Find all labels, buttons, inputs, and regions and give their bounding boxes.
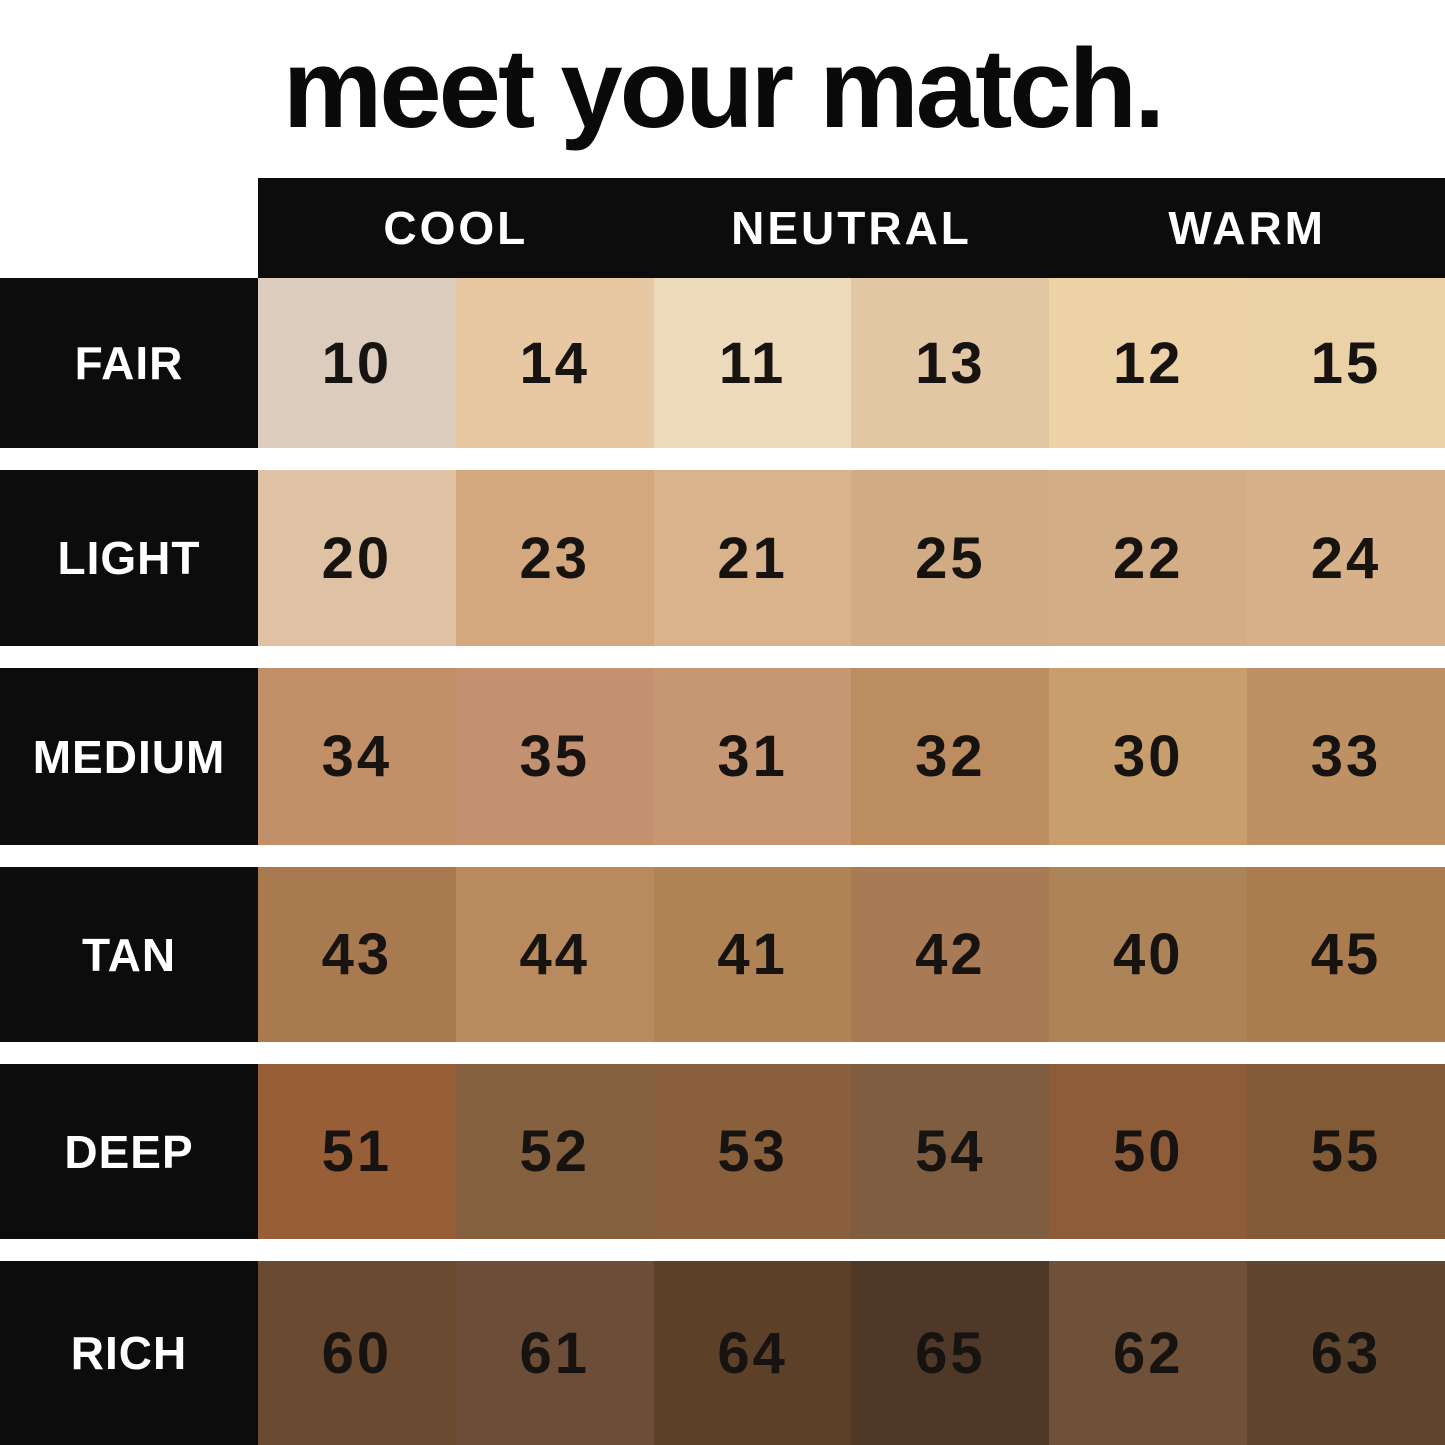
header-spacer — [0, 178, 258, 278]
undertone-header-bar: COOL NEUTRAL WARM — [258, 178, 1445, 278]
row-divider — [0, 1042, 1445, 1064]
shade-swatch-10: 10 — [258, 278, 456, 448]
shade-swatch-44: 44 — [455, 867, 654, 1042]
shade-swatch-52: 52 — [455, 1064, 654, 1239]
shade-swatch-32: 32 — [851, 668, 1050, 845]
shade-swatch-43: 43 — [258, 867, 456, 1042]
shade-swatch-64: 64 — [653, 1261, 852, 1445]
shade-swatch-13: 13 — [851, 278, 1050, 448]
shade-swatch-24: 24 — [1247, 470, 1445, 646]
row-label-light: LIGHT — [0, 470, 258, 646]
shade-swatch-12: 12 — [1049, 278, 1248, 448]
shade-swatch-55: 55 — [1247, 1064, 1445, 1239]
row-light: LIGHT 20 23 21 25 22 24 — [0, 470, 1445, 646]
shade-swatch-62: 62 — [1049, 1261, 1248, 1445]
undertone-label-warm: WARM — [1168, 202, 1326, 254]
shade-swatch-45: 45 — [1247, 867, 1445, 1042]
shade-swatch-11: 11 — [653, 278, 852, 448]
row-divider — [0, 448, 1445, 470]
row-fair: FAIR 10 14 11 13 12 15 — [0, 278, 1445, 448]
shade-swatch-50: 50 — [1049, 1064, 1248, 1239]
page-title: meet your match. — [282, 26, 1165, 151]
shade-swatch-41: 41 — [653, 867, 852, 1042]
undertone-label-cool: COOL — [383, 202, 529, 254]
row-label-fair: FAIR — [0, 278, 258, 448]
shade-swatch-60: 60 — [258, 1261, 456, 1445]
shade-swatch-31: 31 — [653, 668, 852, 845]
title-area: meet your match. — [0, 0, 1445, 178]
row-divider — [0, 1239, 1445, 1261]
shade-swatch-33: 33 — [1247, 668, 1445, 845]
row-deep: DEEP 51 52 53 54 50 55 — [0, 1064, 1445, 1239]
row-label-tan: TAN — [0, 867, 258, 1042]
undertone-label-neutral: NEUTRAL — [731, 202, 972, 254]
undertone-header: COOL NEUTRAL WARM — [0, 178, 1445, 278]
shade-swatch-51: 51 — [258, 1064, 456, 1239]
row-label-rich: RICH — [0, 1261, 258, 1445]
shade-swatch-40: 40 — [1049, 867, 1248, 1042]
row-tan: TAN 43 44 41 42 40 45 — [0, 867, 1445, 1042]
row-divider — [0, 646, 1445, 668]
shade-swatch-15: 15 — [1247, 278, 1445, 448]
shade-swatch-14: 14 — [455, 278, 654, 448]
row-rich: RICH 60 61 64 65 62 63 — [0, 1261, 1445, 1445]
shade-swatch-42: 42 — [851, 867, 1050, 1042]
shade-swatch-54: 54 — [851, 1064, 1050, 1239]
row-medium: MEDIUM 34 35 31 32 30 33 — [0, 668, 1445, 845]
shade-swatch-61: 61 — [455, 1261, 654, 1445]
shade-swatch-30: 30 — [1049, 668, 1248, 845]
shade-swatch-63: 63 — [1247, 1261, 1445, 1445]
shade-swatch-65: 65 — [851, 1261, 1050, 1445]
shade-swatch-22: 22 — [1049, 470, 1248, 646]
row-label-medium: MEDIUM — [0, 668, 258, 845]
shade-swatch-23: 23 — [455, 470, 654, 646]
row-label-deep: DEEP — [0, 1064, 258, 1239]
row-divider — [0, 845, 1445, 867]
shade-swatch-34: 34 — [258, 668, 456, 845]
shade-swatch-25: 25 — [851, 470, 1050, 646]
shade-swatch-21: 21 — [653, 470, 852, 646]
shade-swatch-35: 35 — [455, 668, 654, 845]
shade-swatch-53: 53 — [653, 1064, 852, 1239]
shade-swatch-20: 20 — [258, 470, 456, 646]
